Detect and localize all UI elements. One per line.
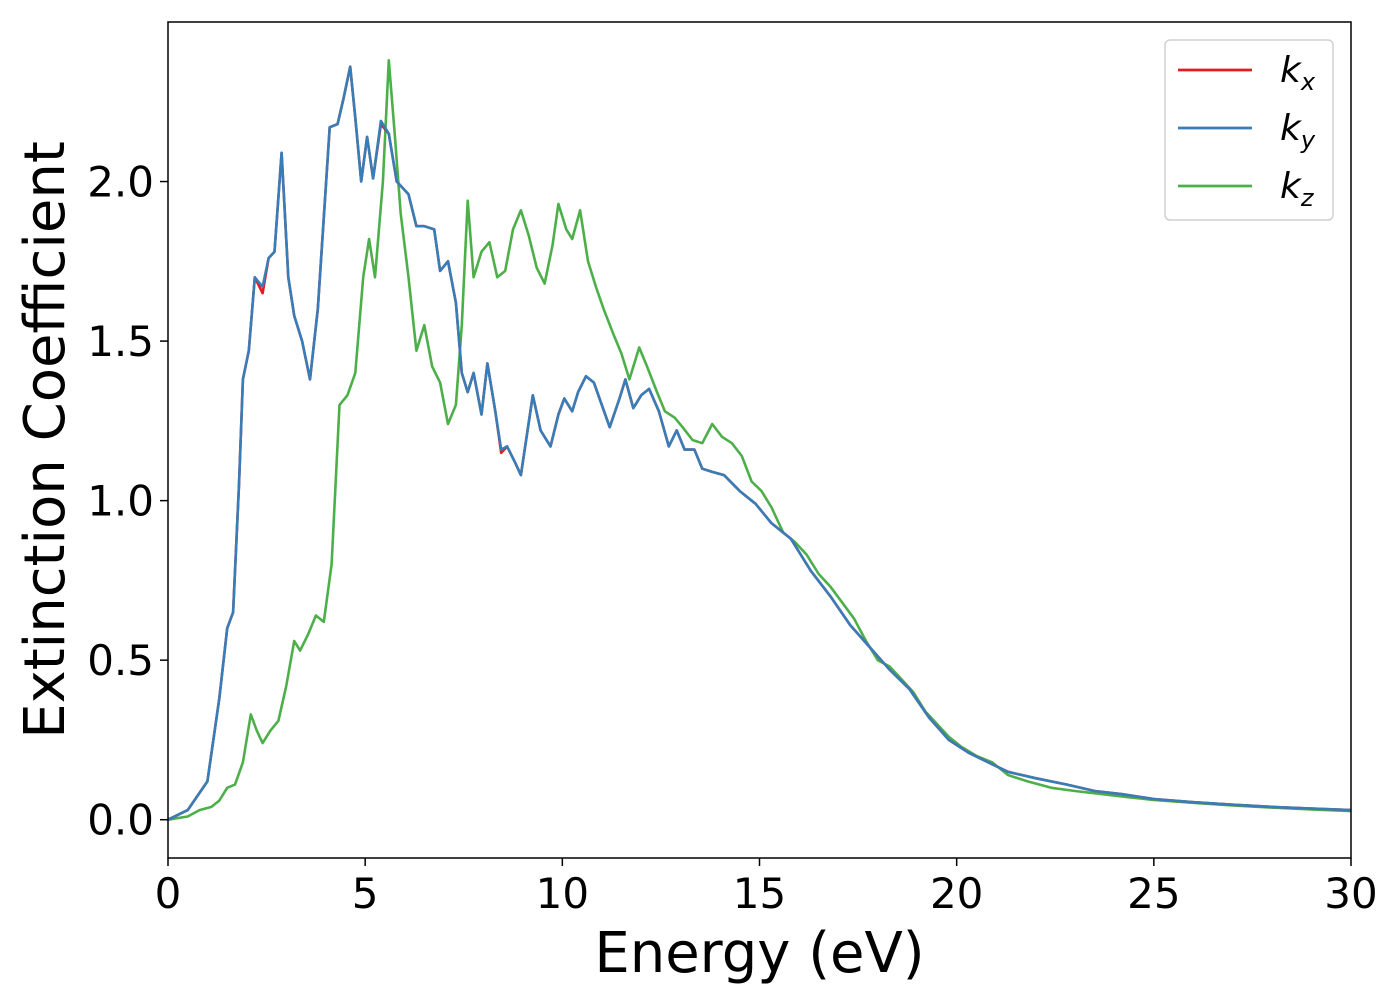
y-tick-label: 0.0 — [87, 796, 154, 845]
x-tick-label: 15 — [733, 869, 786, 918]
y-axis-ticks: 0.0 0.5 1.0 1.5 2.0 — [87, 158, 168, 845]
x-tick-label: 20 — [930, 869, 983, 918]
plot-lines — [167, 59, 1352, 821]
y-tick-label: 1.5 — [87, 317, 154, 366]
x-tick-label: 0 — [155, 869, 182, 918]
x-tick-label: 10 — [536, 869, 589, 918]
y-tick-label: 0.5 — [87, 636, 154, 685]
x-tick-label: 25 — [1127, 869, 1180, 918]
x-tick-label: 5 — [352, 869, 379, 918]
x-axis-label: Energy (eV) — [594, 921, 924, 986]
legend-label-y: ky — [1280, 108, 1316, 154]
x-tick-label: 30 — [1324, 869, 1377, 918]
series-line-y — [167, 65, 1352, 821]
x-axis-ticks: 0 5 10 15 20 25 30 — [155, 858, 1378, 918]
legend-label-x: kx — [1280, 50, 1316, 96]
y-tick-label: 2.0 — [87, 158, 154, 207]
legend: kx ky kz — [1164, 39, 1334, 221]
legend-box — [1164, 39, 1334, 221]
legend-label-z: kz — [1280, 166, 1315, 212]
y-tick-label: 1.0 — [87, 477, 154, 526]
y-axis-label: Extinction Coefficient — [13, 141, 78, 739]
